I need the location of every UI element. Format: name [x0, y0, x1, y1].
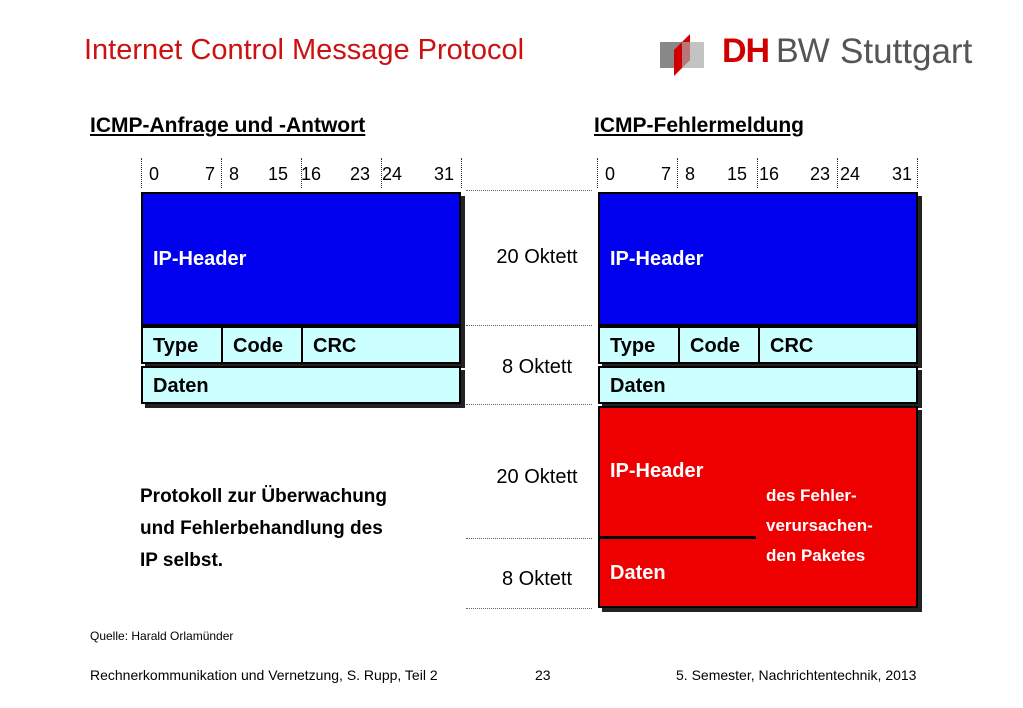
right-bit-ruler: 0 7 8 15 16 23 24 31 — [597, 158, 919, 188]
err-ip-header-label: IP-Header — [610, 460, 704, 482]
oktett-label: 8 Oktett — [501, 356, 573, 378]
description-line: und Fehlerbehandlung des — [140, 518, 383, 539]
bit-label: 7 — [205, 164, 216, 184]
crc-field: CRC — [313, 335, 357, 357]
left-section-title: ICMP-Anfrage und -Antwort — [90, 114, 366, 137]
separator-line — [466, 190, 592, 191]
err-note-line: den Paketes — [766, 546, 866, 565]
bit-label: 7 — [661, 164, 672, 184]
code-field: Code — [233, 335, 283, 357]
logo-text-bw: BW — [776, 32, 830, 70]
bit-label: 16 — [301, 164, 322, 184]
separator-line — [466, 538, 592, 539]
right-data-box: Daten — [598, 366, 918, 404]
left-icmp-header-box: Type Code CRC — [141, 326, 461, 364]
logo-text-city: Stuttgart — [840, 32, 973, 71]
err-daten-label: Daten — [610, 562, 666, 584]
dhbw-logo-icon — [660, 34, 704, 76]
bit-label: 16 — [759, 164, 780, 184]
logo-text-dh: DH — [722, 32, 770, 70]
code-field: Code — [690, 335, 740, 357]
type-field: Type — [153, 335, 199, 357]
page-number: 23 — [535, 667, 551, 683]
bit-label: 0 — [149, 164, 160, 184]
source-note: Quelle: Harald Orlamünder — [90, 629, 234, 643]
daten-field: Daten — [153, 375, 209, 397]
bit-label: 8 — [685, 164, 696, 184]
bit-label: 31 — [892, 164, 913, 184]
description-line: IP selbst. — [140, 550, 224, 571]
right-ip-header-box: IP-Header — [598, 192, 918, 326]
oktett-label: 20 Oktett — [496, 466, 578, 488]
err-note-line: des Fehler- — [766, 486, 857, 505]
footer-left: Rechnerkommunikation und Vernetzung, S. … — [90, 667, 438, 683]
separator-line — [466, 608, 592, 609]
separator-line — [466, 325, 592, 326]
footer-right: 5. Semester, Nachrichtentechnik, 2013 — [676, 667, 917, 683]
ip-header-label: IP-Header — [610, 248, 704, 270]
left-bit-ruler: 0 7 8 15 16 23 24 31 — [141, 158, 463, 188]
right-icmp-header-box: Type Code CRC — [598, 326, 918, 364]
separator-line — [466, 404, 592, 405]
err-note-line: verursachen- — [766, 516, 873, 535]
type-field: Type — [610, 335, 656, 357]
right-section-title: ICMP-Fehlermeldung — [594, 114, 805, 137]
slide-title: Internet Control Message Protocol — [84, 34, 525, 66]
bit-label: 23 — [350, 164, 371, 184]
ip-header-label: IP-Header — [153, 248, 247, 270]
bit-label: 8 — [229, 164, 240, 184]
bit-label: 0 — [605, 164, 616, 184]
err-divider — [600, 536, 756, 539]
bit-label: 31 — [434, 164, 455, 184]
daten-field: Daten — [610, 375, 666, 397]
left-data-box: Daten — [141, 366, 461, 404]
bit-label: 23 — [810, 164, 831, 184]
left-ip-header-box: IP-Header — [141, 192, 461, 326]
bit-label: 24 — [382, 164, 403, 184]
bit-label: 15 — [268, 164, 289, 184]
faulty-packet-box: IP-Header Daten des Fehler- verursachen-… — [598, 406, 918, 608]
description-line: Protokoll zur Überwachung — [140, 486, 388, 507]
oktett-label: 8 Oktett — [501, 568, 573, 590]
oktett-label: 20 Oktett — [496, 246, 578, 268]
bit-label: 24 — [840, 164, 861, 184]
crc-field: CRC — [770, 335, 814, 357]
bit-label: 15 — [727, 164, 748, 184]
